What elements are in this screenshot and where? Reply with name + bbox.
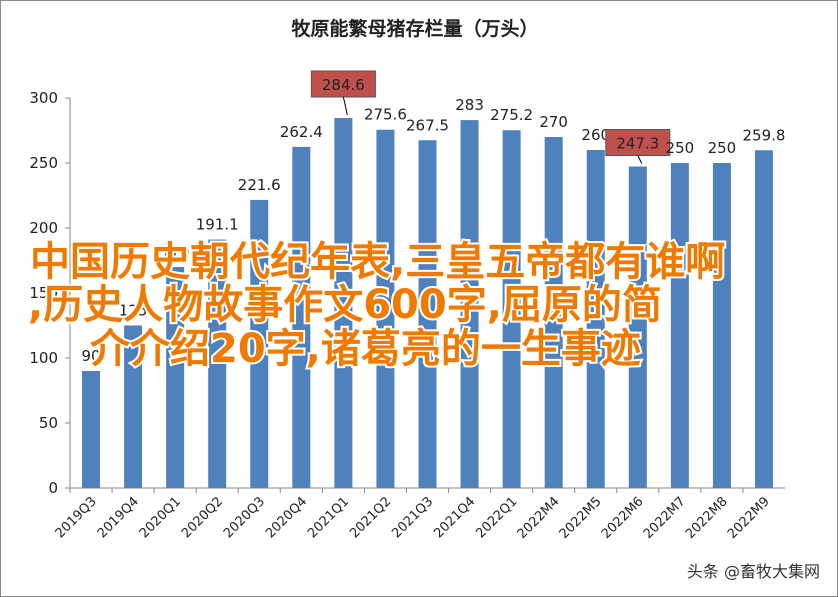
bar [586,150,605,488]
y-tick-label: 50 [39,414,58,432]
bar [124,325,143,488]
chart-title: 牧原能繁母猪存栏量（万头） [291,17,538,40]
value-label: 250 [708,139,737,157]
value-label: 270 [539,113,568,131]
bar [712,163,731,488]
value-label: 283 [455,96,484,114]
value-label: 284.6 [322,76,365,94]
y-tick-label: 200 [29,219,58,237]
overlay-text: 中国历史朝代纪年表,三皇五帝都有谁啊 [30,239,725,285]
value-label: 267.5 [406,116,449,134]
bar [376,129,395,488]
bar [670,163,689,488]
bar [628,166,647,488]
value-label: 90 [81,347,100,365]
overlay-text: 介介绍20字,诸葛亮的一生事迹 [90,326,641,372]
bar [250,199,269,489]
y-tick-label: 0 [48,479,58,497]
label-box [605,129,671,157]
value-label: 221.6 [238,176,281,194]
overlay-text: ,历史人物故事作文600字,屈原的简 [28,282,662,328]
value-label: 275.2 [490,106,533,124]
watermark: 头条 @畜牧大集网 [687,562,820,581]
bar [292,146,311,488]
label-box [310,70,376,98]
bar [502,130,521,489]
label-arrow [637,155,643,164]
bar [544,137,563,488]
value-label: 262.4 [280,123,323,141]
value-label: 260 [581,126,610,144]
value-label: 259.8 [742,126,785,144]
bar [460,120,479,488]
value-label: 250 [666,139,695,157]
y-tick-label: 100 [29,349,58,367]
y-tick-label: 150 [29,284,58,302]
y-tick-label: 250 [29,154,58,172]
bar [166,267,185,488]
y-tick-label: 300 [29,89,58,107]
label-arrow [342,96,348,116]
bar [418,140,437,488]
bar [754,150,773,488]
value-label: 170 [161,243,190,261]
bar [208,239,227,488]
value-label: 191.1 [196,216,239,234]
bar [82,371,101,488]
bar [334,118,353,489]
value-label: 247.3 [616,135,659,153]
value-label: 275.6 [364,106,407,124]
value-label: 125 [119,302,148,320]
